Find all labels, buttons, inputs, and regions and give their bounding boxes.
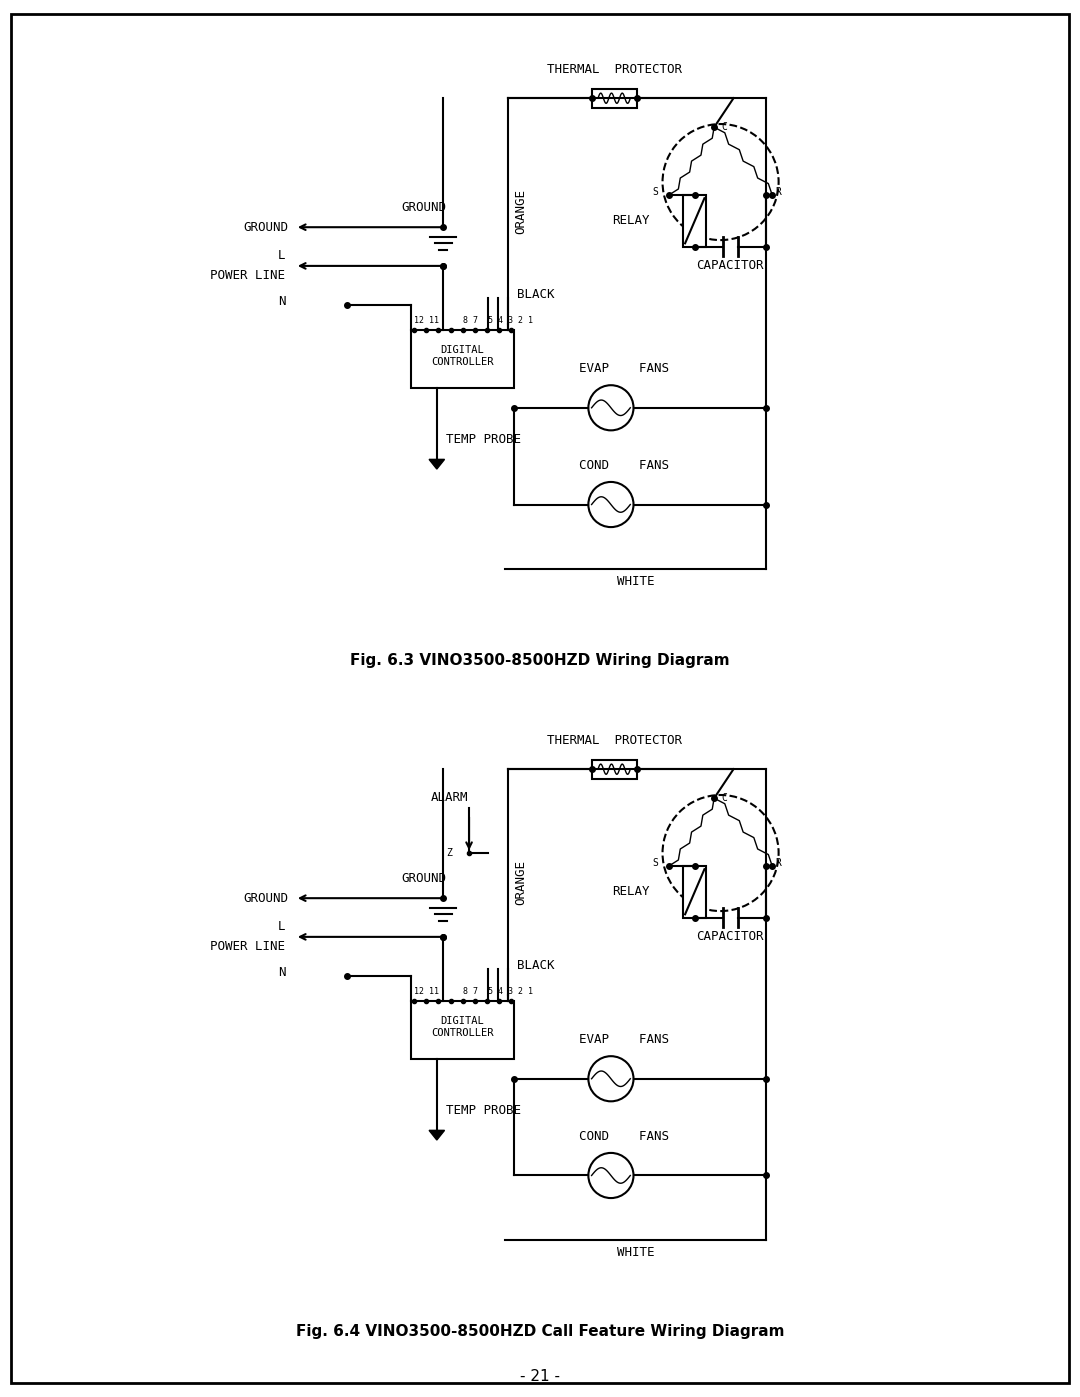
FancyBboxPatch shape bbox=[592, 760, 637, 780]
Text: RELAY: RELAY bbox=[612, 214, 650, 228]
Text: POWER LINE: POWER LINE bbox=[211, 940, 285, 953]
Text: Fig. 6.3 VINO3500-8500HZD Wiring Diagram: Fig. 6.3 VINO3500-8500HZD Wiring Diagram bbox=[350, 652, 730, 668]
Text: TEMP PROBE: TEMP PROBE bbox=[446, 1104, 522, 1118]
Text: WHITE: WHITE bbox=[618, 1246, 654, 1259]
FancyBboxPatch shape bbox=[684, 196, 706, 246]
Text: S: S bbox=[653, 858, 659, 868]
Text: R: R bbox=[775, 187, 781, 197]
Text: DIGITAL
CONTROLLER: DIGITAL CONTROLLER bbox=[431, 345, 494, 367]
Text: 12 11: 12 11 bbox=[415, 986, 440, 996]
Text: TEMP PROBE: TEMP PROBE bbox=[446, 433, 522, 446]
Text: RELAY: RELAY bbox=[612, 886, 650, 898]
FancyBboxPatch shape bbox=[411, 1002, 514, 1059]
Text: - 21 -: - 21 - bbox=[519, 1369, 561, 1384]
Polygon shape bbox=[429, 1130, 445, 1140]
Text: DIGITAL
CONTROLLER: DIGITAL CONTROLLER bbox=[431, 1017, 494, 1038]
Text: BLACK: BLACK bbox=[517, 288, 555, 302]
FancyBboxPatch shape bbox=[592, 88, 637, 108]
Text: C: C bbox=[721, 123, 728, 133]
Text: ORANGE: ORANGE bbox=[514, 189, 527, 233]
Text: COND    FANS: COND FANS bbox=[579, 1130, 669, 1143]
Text: R: R bbox=[775, 858, 781, 868]
Text: 8 7  5 4 3 2 1: 8 7 5 4 3 2 1 bbox=[462, 316, 532, 324]
Text: Fig. 6.4 VINO3500-8500HZD Call Feature Wiring Diagram: Fig. 6.4 VINO3500-8500HZD Call Feature W… bbox=[296, 1324, 784, 1338]
Text: ORANGE: ORANGE bbox=[514, 859, 527, 904]
Text: CAPACITOR: CAPACITOR bbox=[697, 930, 764, 943]
Text: C: C bbox=[721, 793, 728, 803]
Text: EVAP    FANS: EVAP FANS bbox=[579, 1034, 669, 1046]
FancyBboxPatch shape bbox=[411, 331, 514, 388]
Text: ALARM: ALARM bbox=[430, 792, 468, 805]
Text: 12 11: 12 11 bbox=[415, 316, 440, 324]
Polygon shape bbox=[429, 460, 445, 469]
Text: WHITE: WHITE bbox=[618, 576, 654, 588]
Text: THERMAL  PROTECTOR: THERMAL PROTECTOR bbox=[546, 63, 681, 75]
Text: COND    FANS: COND FANS bbox=[579, 460, 669, 472]
Text: THERMAL  PROTECTOR: THERMAL PROTECTOR bbox=[546, 733, 681, 746]
Text: GROUND: GROUND bbox=[402, 201, 446, 214]
Text: Z: Z bbox=[446, 848, 453, 858]
FancyBboxPatch shape bbox=[684, 866, 706, 918]
Text: POWER LINE: POWER LINE bbox=[211, 268, 285, 282]
Text: N: N bbox=[278, 295, 285, 307]
Text: S: S bbox=[653, 187, 659, 197]
Text: EVAP    FANS: EVAP FANS bbox=[579, 362, 669, 376]
Text: N: N bbox=[278, 965, 285, 978]
Text: BLACK: BLACK bbox=[517, 960, 555, 972]
Text: GROUND: GROUND bbox=[243, 221, 288, 233]
Text: 8 7  5 4 3 2 1: 8 7 5 4 3 2 1 bbox=[462, 986, 532, 996]
Text: CAPACITOR: CAPACITOR bbox=[697, 258, 764, 272]
Text: L: L bbox=[278, 921, 285, 933]
Text: L: L bbox=[278, 250, 285, 263]
Text: GROUND: GROUND bbox=[243, 891, 288, 905]
Text: GROUND: GROUND bbox=[402, 872, 446, 886]
